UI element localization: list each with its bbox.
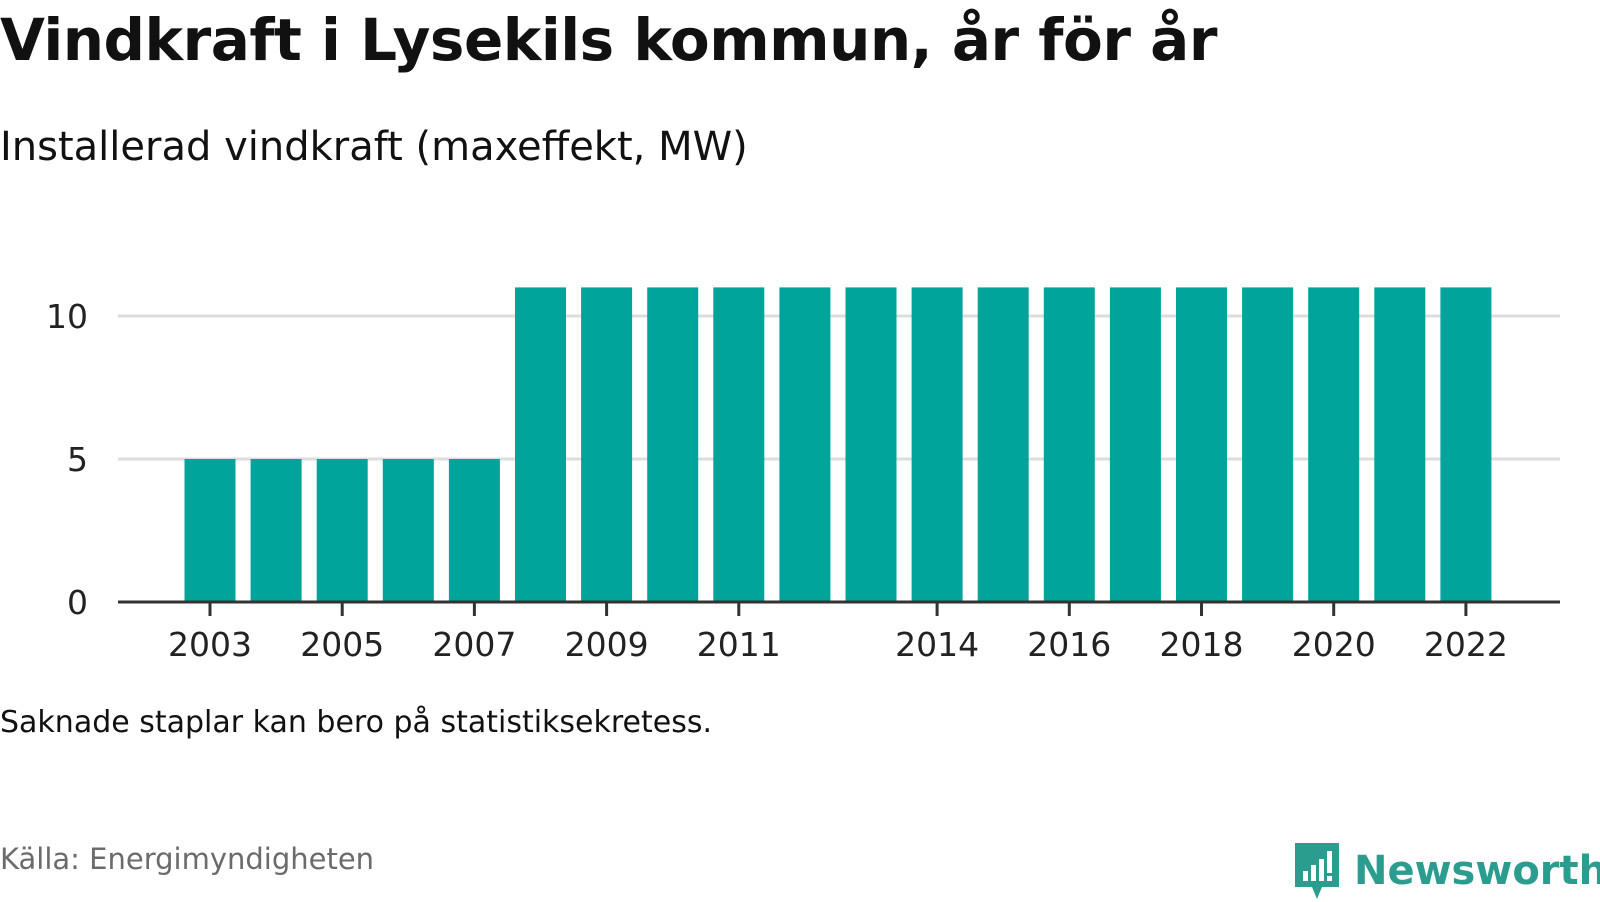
bar-2014 <box>911 287 963 601</box>
x-tick-label: 2005 <box>300 625 384 664</box>
x-tick-label: 2020 <box>1292 625 1376 664</box>
x-tick-label: 2007 <box>432 625 516 664</box>
footnote: Saknade staplar kan bero på statistiksek… <box>0 705 713 740</box>
bar-2020 <box>1308 287 1360 601</box>
y-ticks: 0 5 10 <box>46 297 88 622</box>
x-tick-label: 2014 <box>895 625 979 664</box>
bar-2006 <box>382 459 434 601</box>
x-tick-label: 2009 <box>565 625 649 664</box>
x-tick-label: 2003 <box>168 625 252 664</box>
chart-subtitle: Installerad vindkraft (maxeffekt, MW) <box>0 124 748 170</box>
bar-2022 <box>1440 287 1492 601</box>
bar-2009 <box>581 287 633 601</box>
x-tick-label: 2022 <box>1424 625 1508 664</box>
chart-title: Vindkraft i Lysekils kommun, år för år <box>0 6 1217 74</box>
source-text: Källa: Energimyndigheten <box>0 842 375 876</box>
bar-2019 <box>1242 287 1294 601</box>
brand-logo: Newsworthy <box>1292 840 1600 902</box>
bar-2016 <box>1043 287 1095 601</box>
x-tick-label: 2016 <box>1027 625 1111 664</box>
x-tick-label: 2018 <box>1160 625 1244 664</box>
y-tick-label: 10 <box>46 297 88 336</box>
y-tick-label: 0 <box>67 583 88 622</box>
newsworthy-logo-icon <box>1295 843 1339 899</box>
bars <box>184 287 1492 601</box>
bar-2005 <box>316 459 368 601</box>
bar-2008 <box>515 287 566 601</box>
bar-2017 <box>1109 287 1161 601</box>
bar-2003 <box>184 459 236 601</box>
x-ticks: 2003 2005 2007 2009 2011 2014 2016 2018 2020 2022 <box>168 602 1508 664</box>
x-tick-label: 2011 <box>697 625 781 664</box>
bar-2013 <box>845 287 897 601</box>
bar-2010 <box>647 287 699 601</box>
brand-name: Newsworthy <box>1354 848 1600 894</box>
bar-chart: 2003 2005 2007 2009 2011 2014 2016 2018 2020 2022… <box>46 287 1560 664</box>
bar-2007 <box>448 459 500 601</box>
bar-2011 <box>713 287 765 601</box>
bar-2004 <box>250 459 302 601</box>
y-tick-label: 5 <box>67 440 88 479</box>
bar-2012 <box>779 287 831 601</box>
bar-2018 <box>1176 287 1227 601</box>
bar-2021 <box>1374 287 1426 601</box>
bar-2015 <box>977 287 1029 601</box>
